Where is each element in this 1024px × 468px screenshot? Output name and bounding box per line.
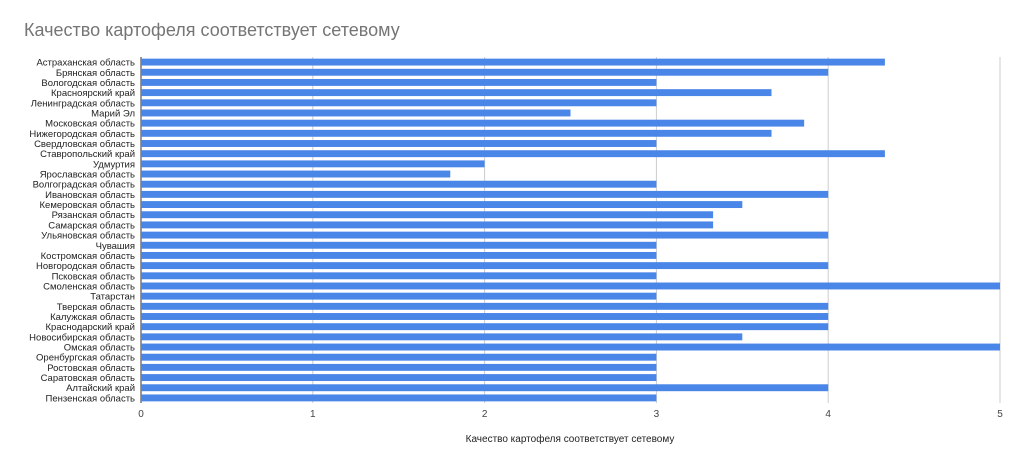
x-tick-label: 0 bbox=[138, 409, 144, 420]
category-label: Кемеровская область bbox=[40, 200, 136, 211]
bar[interactable] bbox=[141, 313, 829, 320]
bar[interactable] bbox=[141, 333, 743, 341]
category-label: Новгородская область bbox=[36, 261, 135, 272]
bar[interactable] bbox=[141, 180, 657, 188]
category-label: Брянская область bbox=[56, 68, 135, 79]
bar[interactable] bbox=[141, 302, 829, 310]
bar[interactable] bbox=[141, 201, 743, 209]
bar[interactable] bbox=[141, 129, 772, 137]
category-label: Ленинградская область bbox=[31, 98, 135, 109]
bar[interactable] bbox=[141, 109, 571, 117]
bar[interactable] bbox=[141, 343, 1000, 351]
category-label: Удмуртия bbox=[93, 159, 135, 170]
bar[interactable] bbox=[141, 119, 805, 127]
category-label: Омская область bbox=[64, 343, 135, 354]
x-tick-label: 3 bbox=[654, 409, 660, 420]
gridlines bbox=[140, 57, 1001, 403]
category-label: Ростовская область bbox=[47, 363, 135, 374]
category-label: Свердловская область bbox=[34, 139, 135, 150]
bar[interactable] bbox=[141, 251, 657, 259]
x-axis-label: Качество картофеля соответствует сетевом… bbox=[466, 433, 675, 445]
bar[interactable] bbox=[141, 89, 772, 97]
bar[interactable] bbox=[141, 262, 829, 270]
category-label: Костромская область bbox=[41, 251, 135, 262]
bar[interactable] bbox=[141, 282, 1000, 290]
bar[interactable] bbox=[141, 272, 657, 280]
bar[interactable] bbox=[141, 160, 485, 168]
bar[interactable] bbox=[141, 190, 829, 198]
x-tick-labels: 0 1 2 3 4 5 bbox=[138, 409, 1003, 420]
bar[interactable] bbox=[141, 99, 657, 107]
category-label: Чувашия bbox=[96, 241, 135, 252]
x-tick-label: 1 bbox=[310, 409, 316, 420]
bar[interactable] bbox=[141, 384, 829, 392]
category-label: Алтайский край bbox=[66, 383, 135, 394]
bar[interactable] bbox=[141, 170, 451, 178]
category-label: Ставропольский край bbox=[40, 149, 135, 160]
category-label: Ульяновская область bbox=[41, 231, 135, 242]
category-label: Ивановская область bbox=[45, 190, 135, 201]
bar[interactable] bbox=[141, 78, 657, 86]
bar[interactable] bbox=[141, 323, 829, 331]
category-label: Татарстан bbox=[90, 292, 135, 303]
bar[interactable] bbox=[141, 150, 885, 158]
bar[interactable] bbox=[141, 374, 657, 382]
category-label: Самарская область bbox=[48, 220, 135, 231]
category-label: Рязанская область bbox=[52, 210, 135, 221]
bar[interactable] bbox=[141, 241, 657, 249]
chart-title: Качество картофеля соответствует сетевом… bbox=[24, 20, 400, 40]
category-label: Вологодская область bbox=[41, 78, 135, 89]
category-label: Тверская область bbox=[57, 302, 135, 313]
category-label: Саратовская область bbox=[41, 373, 135, 384]
bar[interactable] bbox=[141, 211, 714, 219]
x-tick-label: 4 bbox=[825, 409, 831, 420]
bar[interactable] bbox=[141, 68, 829, 76]
category-label: Марий Эл bbox=[91, 108, 135, 119]
bar[interactable] bbox=[141, 292, 657, 300]
category-label: Волгоградская область bbox=[33, 180, 135, 191]
category-label: Московская область bbox=[45, 119, 135, 130]
category-label: Краснодарский край bbox=[46, 322, 135, 333]
category-label: Красноярский край bbox=[51, 88, 135, 99]
category-label: Нижегородская область bbox=[29, 129, 135, 140]
category-label: Смоленская область bbox=[43, 281, 135, 292]
bar[interactable] bbox=[141, 231, 829, 239]
bar[interactable] bbox=[141, 394, 657, 402]
category-label: Астраханская область bbox=[36, 58, 135, 69]
bar[interactable] bbox=[141, 140, 657, 147]
category-label: Псковская область bbox=[52, 271, 135, 282]
category-label: Пензенская область bbox=[46, 393, 136, 404]
category-label: Калужская область bbox=[50, 312, 135, 323]
category-label: Оренбургская область bbox=[36, 353, 135, 364]
x-tick-label: 5 bbox=[997, 409, 1003, 420]
bar[interactable] bbox=[141, 363, 657, 371]
category-label: Ярославская область bbox=[40, 170, 135, 181]
bar[interactable] bbox=[141, 58, 885, 66]
bar[interactable] bbox=[141, 221, 714, 229]
bar[interactable] bbox=[141, 353, 657, 361]
category-label: Новосибирская область bbox=[29, 332, 135, 343]
bars bbox=[141, 58, 1000, 402]
x-tick-label: 2 bbox=[482, 409, 488, 420]
